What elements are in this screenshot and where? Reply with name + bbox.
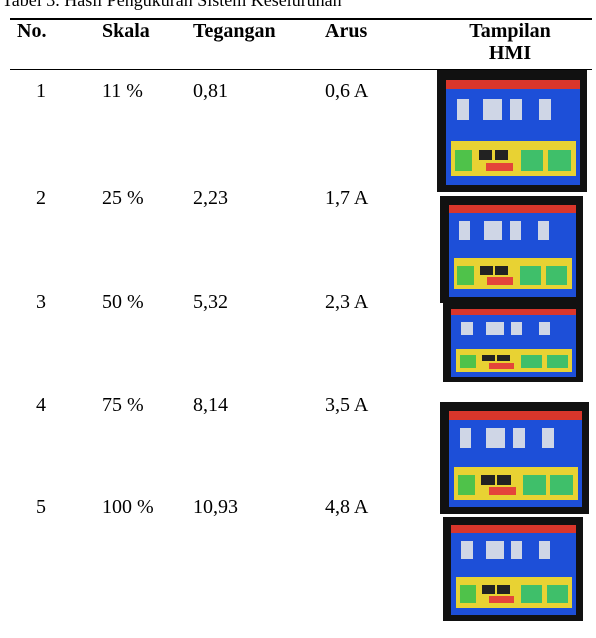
table-cell: 5	[36, 496, 46, 518]
header-cell: Tegangan	[193, 20, 276, 42]
hmi-device	[460, 428, 472, 447]
table-cell: 2	[36, 187, 46, 209]
hmi-indicator	[550, 475, 572, 495]
table-cell: 8,14	[193, 394, 228, 416]
hmi-button	[482, 585, 495, 594]
table-cell: 10,93	[193, 496, 238, 518]
hmi-panel	[454, 258, 572, 289]
table-cell: 3	[36, 291, 46, 313]
hmi-device	[539, 322, 550, 336]
table-cell: 4	[36, 394, 46, 416]
hmi-device	[486, 322, 503, 336]
table-cell: 100 %	[102, 496, 154, 518]
hmi-button	[481, 475, 495, 485]
hmi-title-bar	[451, 525, 576, 533]
hmi-stop	[489, 487, 516, 495]
hmi-indicator	[521, 355, 542, 369]
hmi-indicator	[521, 585, 542, 603]
table-cell: 75 %	[102, 394, 144, 416]
hmi-stop	[486, 163, 513, 172]
hmi-device	[510, 99, 522, 120]
hmi-device	[486, 541, 503, 559]
table-cell: 5,32	[193, 291, 228, 313]
hmi-device	[513, 428, 525, 447]
hmi-device	[486, 428, 505, 447]
header-cell: Skala	[102, 20, 150, 42]
table-cell: 3,5 A	[325, 394, 368, 416]
hmi-indicator	[521, 150, 543, 171]
hmi-device	[457, 99, 469, 120]
hmi-device	[461, 322, 472, 336]
hmi-device	[483, 99, 502, 120]
hmi-button	[479, 150, 493, 161]
table-cell: 4,8 A	[325, 496, 368, 518]
hmi-stop	[489, 363, 514, 369]
hmi-screenshot	[443, 517, 583, 621]
hmi-screenshot	[437, 70, 587, 192]
hmi-indicator	[460, 585, 476, 603]
hmi-panel	[454, 467, 577, 500]
hmi-screenshot	[443, 303, 583, 382]
hmi-stop	[489, 596, 514, 603]
hmi-device	[510, 221, 521, 239]
hmi-screen	[449, 411, 582, 507]
hmi-button	[482, 355, 495, 362]
page: Tabel 3. Hasil Pengukuran Sistem Keselur…	[0, 0, 596, 638]
hmi-indicator	[547, 585, 568, 603]
hmi-button	[497, 475, 511, 485]
table-cell: 2,3 A	[325, 291, 368, 313]
hmi-screenshot	[440, 196, 583, 303]
hmi-indicator	[458, 475, 475, 495]
hmi-indicator	[455, 150, 472, 171]
hmi-screenshot	[440, 402, 589, 514]
hmi-indicator	[520, 266, 541, 285]
hmi-screen	[451, 525, 576, 614]
table-cell: 0,6 A	[325, 80, 368, 102]
hmi-indicator	[523, 475, 545, 495]
hmi-stop	[487, 277, 513, 285]
header-cell: Arus	[325, 20, 367, 42]
table-caption: Tabel 3. Hasil Pengukuran Sistem Keselur…	[2, 0, 342, 11]
hmi-screen	[446, 80, 580, 185]
hmi-device	[542, 428, 554, 447]
table-cell: 50 %	[102, 291, 144, 313]
header-cell: No.	[17, 20, 46, 42]
hmi-panel	[451, 141, 575, 177]
header-cell: Tampilan HMI	[460, 20, 560, 64]
hmi-panel	[456, 577, 572, 607]
hmi-title-bar	[451, 309, 576, 315]
hmi-indicator	[460, 355, 476, 369]
hmi-title-bar	[449, 411, 582, 420]
hmi-button	[497, 585, 510, 594]
hmi-indicator	[547, 355, 568, 369]
hmi-device	[511, 322, 522, 336]
table-cell: 1	[36, 80, 46, 102]
table-cell: 1,7 A	[325, 187, 368, 209]
hmi-screen	[451, 309, 576, 377]
hmi-indicator	[546, 266, 567, 285]
table-cell: 11 %	[102, 80, 143, 102]
hmi-button	[497, 355, 510, 362]
hmi-device	[484, 221, 502, 239]
table-cell: 25 %	[102, 187, 144, 209]
hmi-device	[511, 541, 522, 559]
hmi-title-bar	[446, 80, 580, 89]
table-cell: 0,81	[193, 80, 228, 102]
hmi-button	[495, 150, 509, 161]
hmi-device	[461, 541, 472, 559]
hmi-title-bar	[449, 205, 576, 213]
hmi-device	[538, 221, 549, 239]
hmi-indicator	[548, 150, 570, 171]
hmi-device	[459, 221, 470, 239]
hmi-device	[539, 541, 550, 559]
table-cell: 2,23	[193, 187, 228, 209]
hmi-panel	[456, 349, 572, 372]
hmi-button	[495, 266, 508, 275]
hmi-indicator	[457, 266, 474, 285]
hmi-button	[480, 266, 493, 275]
hmi-device	[539, 99, 551, 120]
hmi-screen	[449, 205, 576, 297]
